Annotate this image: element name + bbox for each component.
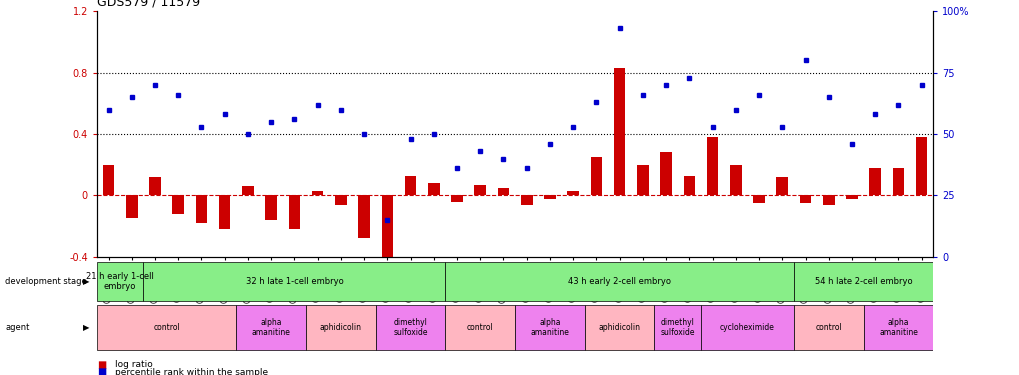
Text: ■: ■ [97, 360, 106, 370]
FancyBboxPatch shape [306, 305, 375, 350]
Text: alpha
amanitine: alpha amanitine [878, 318, 917, 338]
Bar [381, 195, 392, 260]
Bar [125, 195, 138, 219]
Bar [613, 68, 625, 195]
Bar [683, 176, 695, 195]
Text: control: control [153, 323, 179, 332]
Bar [915, 137, 926, 195]
Bar [775, 177, 788, 195]
Text: control: control [467, 323, 493, 332]
Text: 32 h late 1-cell embryo: 32 h late 1-cell embryo [246, 277, 343, 286]
FancyBboxPatch shape [97, 305, 236, 350]
Text: alpha
amanitine: alpha amanitine [530, 318, 569, 338]
Text: GDS579 / 11579: GDS579 / 11579 [97, 0, 200, 9]
Bar [752, 195, 764, 203]
Text: dimethyl
sulfoxide: dimethyl sulfoxide [660, 318, 694, 338]
Bar [450, 195, 463, 202]
FancyBboxPatch shape [863, 305, 932, 350]
FancyBboxPatch shape [793, 262, 932, 302]
Bar [521, 195, 532, 205]
Text: development stage: development stage [5, 277, 87, 286]
Text: alpha
amanitine: alpha amanitine [252, 318, 290, 338]
Bar [659, 153, 672, 195]
Bar [103, 165, 114, 195]
Bar [265, 195, 277, 220]
Bar [497, 188, 508, 195]
FancyBboxPatch shape [515, 305, 584, 350]
Bar [288, 195, 300, 229]
Bar [405, 176, 416, 195]
FancyBboxPatch shape [445, 262, 793, 302]
Bar [706, 137, 717, 195]
Bar [590, 157, 601, 195]
Text: ▶: ▶ [84, 277, 90, 286]
Bar [567, 191, 579, 195]
Text: percentile rank within the sample: percentile rank within the sample [115, 368, 268, 375]
FancyBboxPatch shape [144, 262, 445, 302]
FancyBboxPatch shape [700, 305, 793, 350]
Text: ■: ■ [97, 368, 106, 375]
Bar [149, 177, 161, 195]
Text: 21 h early 1-cell
embryо: 21 h early 1-cell embryо [87, 272, 154, 291]
Text: cycloheximide: cycloheximide [719, 323, 774, 332]
FancyBboxPatch shape [97, 262, 144, 302]
FancyBboxPatch shape [375, 305, 445, 350]
Bar [428, 183, 439, 195]
FancyBboxPatch shape [654, 305, 700, 350]
Bar [799, 195, 810, 203]
Text: aphidicolin: aphidicolin [320, 323, 362, 332]
Bar [196, 195, 207, 223]
Bar [730, 165, 741, 195]
Text: 43 h early 2-cell embryo: 43 h early 2-cell embryo [568, 277, 671, 286]
Bar [334, 195, 346, 205]
Text: control: control [814, 323, 842, 332]
Bar [543, 195, 555, 198]
Bar [358, 195, 370, 238]
Text: agent: agent [5, 323, 30, 332]
Bar [868, 168, 880, 195]
FancyBboxPatch shape [793, 305, 863, 350]
Bar [242, 186, 254, 195]
Text: dimethyl
sulfoxide: dimethyl sulfoxide [393, 318, 427, 338]
Text: aphidicolin: aphidicolin [598, 323, 640, 332]
Bar [474, 185, 486, 195]
FancyBboxPatch shape [584, 305, 654, 350]
Bar [892, 168, 904, 195]
Bar [312, 191, 323, 195]
Bar [637, 165, 648, 195]
FancyBboxPatch shape [236, 305, 306, 350]
Text: log ratio: log ratio [115, 360, 153, 369]
Text: 54 h late 2-cell embryo: 54 h late 2-cell embryo [814, 277, 912, 286]
Bar [219, 195, 230, 229]
FancyBboxPatch shape [445, 305, 515, 350]
Bar [846, 195, 857, 198]
Bar [172, 195, 183, 214]
Bar [822, 195, 834, 205]
Text: ▶: ▶ [84, 323, 90, 332]
